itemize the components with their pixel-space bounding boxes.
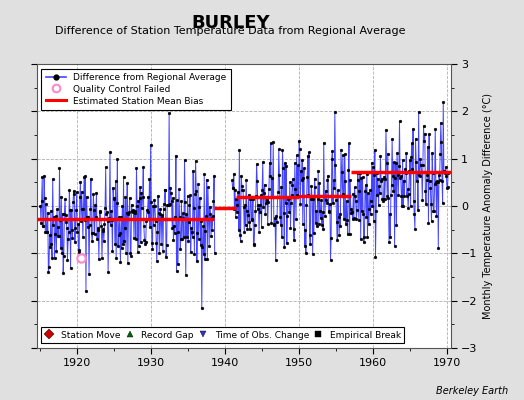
Y-axis label: Monthly Temperature Anomaly Difference (°C): Monthly Temperature Anomaly Difference (… (483, 93, 493, 319)
Text: Berkeley Earth: Berkeley Earth (436, 386, 508, 396)
Legend: Station Move, Record Gap, Time of Obs. Change, Empirical Break: Station Move, Record Gap, Time of Obs. C… (41, 327, 405, 344)
Text: Difference of Station Temperature Data from Regional Average: Difference of Station Temperature Data f… (56, 26, 406, 36)
Text: BURLEY: BURLEY (191, 14, 270, 32)
